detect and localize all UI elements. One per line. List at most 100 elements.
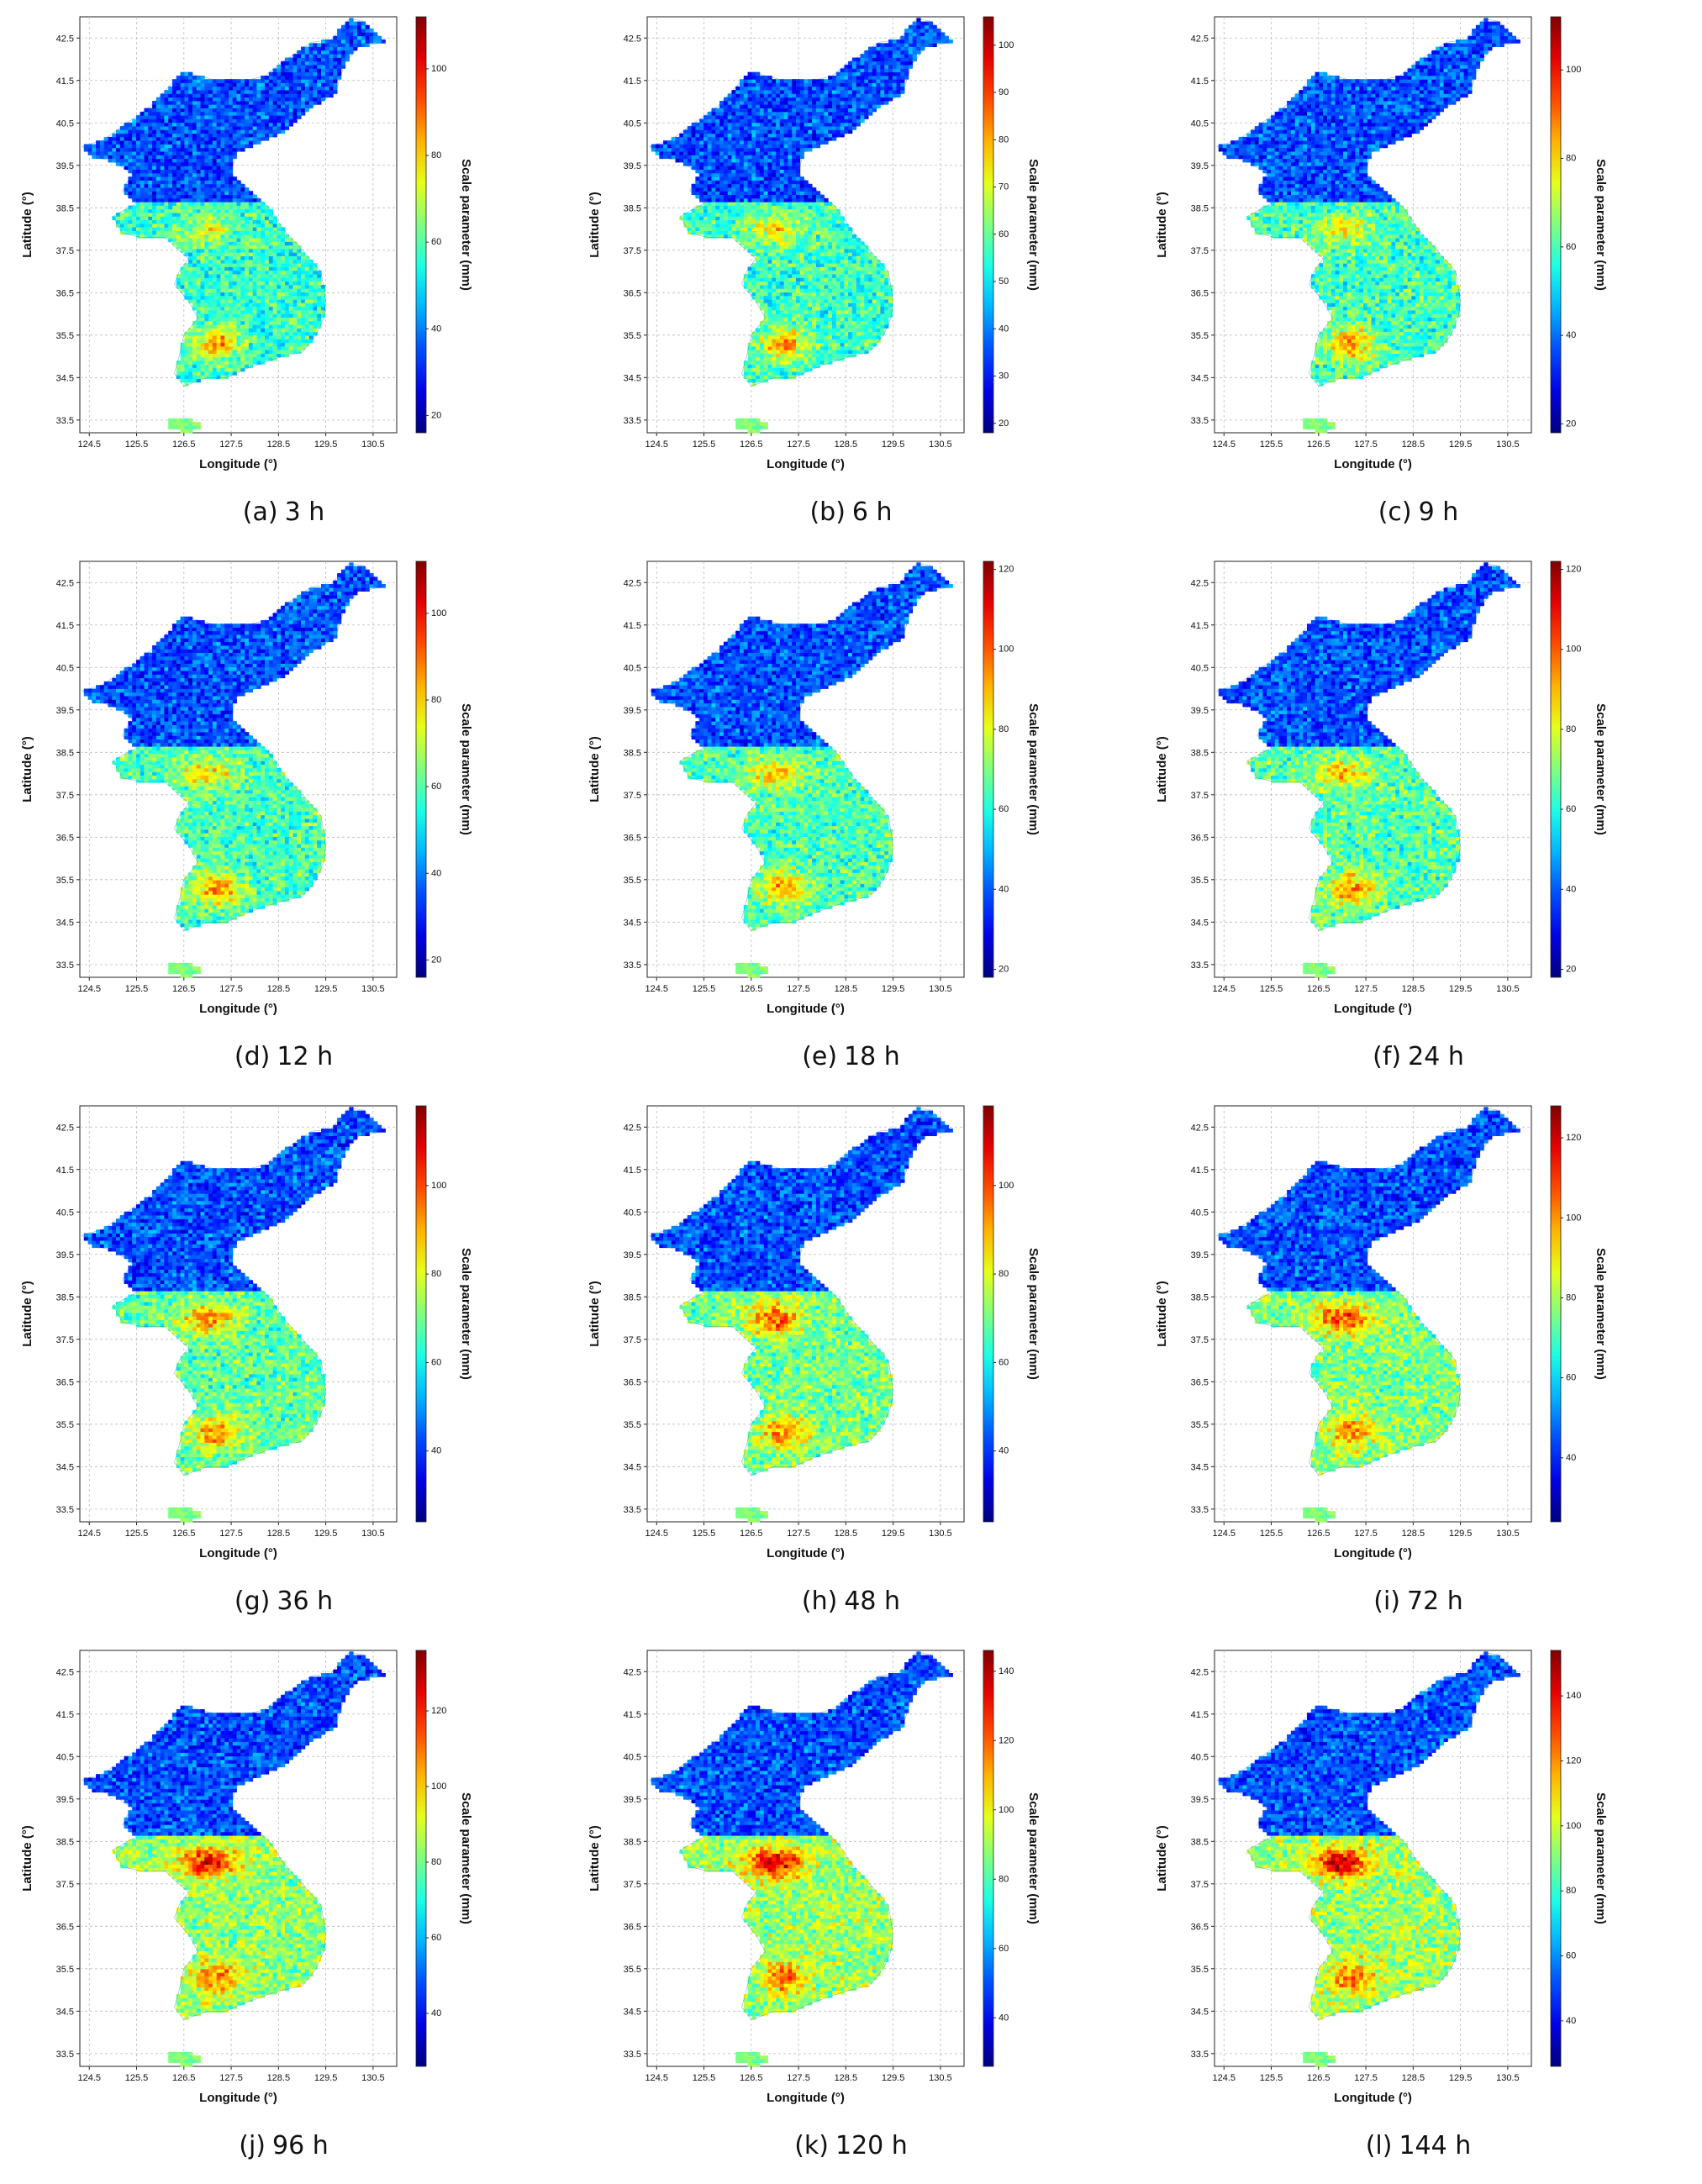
colorbar-tick-label: 20 xyxy=(431,955,441,965)
colorbar-tick-label: 60 xyxy=(1566,242,1576,252)
x-tick-label: 127.5 xyxy=(1354,1529,1378,1539)
y-tick-label: 42.5 xyxy=(1191,578,1209,588)
x-axis-label: Longitude (°) xyxy=(1334,457,1412,471)
map-panel: 124.5 125.5 126.5 127.5 128.5 129.5 130.5 33.5 3… xyxy=(1135,1089,1702,1634)
land-outline xyxy=(649,1652,953,2020)
x-tick-label: 124.5 xyxy=(1212,2073,1236,2083)
colorbar-tick-label: 40 xyxy=(1566,330,1576,340)
y-axis-label: Latitude (°) xyxy=(20,736,34,803)
map-panel: 124.5 125.5 126.5 127.5 128.5 129.5 130.5 33.5 3… xyxy=(567,0,1135,545)
x-tick-label: 126.5 xyxy=(1307,439,1331,450)
x-tick-label: 127.5 xyxy=(219,439,243,450)
panel-duration: 6 h xyxy=(852,497,893,527)
panel-duration: 72 h xyxy=(1407,1587,1463,1616)
y-tick-label: 41.5 xyxy=(56,76,74,87)
x-tick-label: 125.5 xyxy=(125,439,149,450)
y-tick-label: 34.5 xyxy=(1191,373,1209,383)
y-tick-label: 40.5 xyxy=(1191,1208,1209,1218)
y-tick-label: 40.5 xyxy=(56,1752,74,1762)
x-tick-label: 128.5 xyxy=(267,984,291,994)
land-outline xyxy=(82,563,386,931)
map-panel: 124.5 125.5 126.5 127.5 128.5 129.5 130.5 33.5 3… xyxy=(567,545,1135,1089)
panel-caption: (a) 3 h xyxy=(0,497,567,527)
colorbar-label: Scale parameter (mm) xyxy=(1594,159,1608,291)
panel-label: (i) xyxy=(1373,1587,1400,1616)
colorbar-tick-label: 100 xyxy=(999,1181,1014,1191)
x-tick-label: 124.5 xyxy=(77,1529,101,1539)
map-plot: 124.5 125.5 126.5 127.5 128.5 129.5 130.5 33.5 3… xyxy=(588,16,1041,471)
colorbar-tick-label: 50 xyxy=(999,276,1009,287)
y-tick-label: 34.5 xyxy=(56,918,74,928)
scale-parameter-raster xyxy=(1218,562,1520,978)
y-tick-label: 37.5 xyxy=(56,1880,74,1890)
x-tick-label: 126.5 xyxy=(740,439,763,450)
x-tick-label: 126.5 xyxy=(740,2073,763,2083)
panel-caption: (d) 12 h xyxy=(0,1042,567,1071)
y-tick-label: 36.5 xyxy=(1191,288,1209,298)
panel-duration: 36 h xyxy=(277,1587,333,1616)
y-axis-label: Latitude (°) xyxy=(1155,736,1169,803)
colorbar xyxy=(1550,1650,1562,2067)
colorbar-tick-label: 120 xyxy=(999,1735,1014,1745)
y-tick-label: 36.5 xyxy=(624,288,641,298)
y-tick-label: 38.5 xyxy=(624,748,641,758)
y-tick-label: 35.5 xyxy=(56,876,74,886)
colorbar-label: Scale parameter (mm) xyxy=(459,1248,473,1380)
colorbar-tick-label: 20 xyxy=(1566,418,1576,429)
y-tick-label: 37.5 xyxy=(1191,246,1209,256)
x-tick-label: 127.5 xyxy=(787,1529,810,1539)
y-axis-label: Latitude (°) xyxy=(588,1825,602,1892)
x-tick-label: 126.5 xyxy=(1307,984,1331,994)
x-tick-label: 130.5 xyxy=(929,2073,952,2083)
y-tick-label: 33.5 xyxy=(624,960,641,971)
map-plot: 124.5 125.5 126.5 127.5 128.5 129.5 130.5 33.5 3… xyxy=(20,560,473,1016)
y-tick-label: 36.5 xyxy=(1191,833,1209,843)
colorbar-tick-label: 80 xyxy=(431,1269,441,1279)
x-tick-label: 128.5 xyxy=(267,439,291,450)
y-axis-label: Latitude (°) xyxy=(20,1825,34,1892)
x-tick-label: 130.5 xyxy=(1496,1529,1520,1539)
x-tick-label: 129.5 xyxy=(314,1529,338,1539)
colorbar-label: Scale parameter (mm) xyxy=(1026,703,1041,835)
x-tick-label: 124.5 xyxy=(77,2073,101,2083)
y-tick-label: 37.5 xyxy=(1191,1335,1209,1345)
panel-caption: (c) 9 h xyxy=(1135,497,1702,527)
x-tick-label: 129.5 xyxy=(314,984,338,994)
land-outline xyxy=(82,1652,386,2020)
y-tick-label: 33.5 xyxy=(624,1505,641,1515)
x-tick-label: 129.5 xyxy=(882,1529,905,1539)
x-tick-label: 127.5 xyxy=(219,2073,243,2083)
x-axis-label: Longitude (°) xyxy=(199,1002,277,1016)
y-tick-label: 38.5 xyxy=(56,748,74,758)
x-tick-label: 128.5 xyxy=(835,1529,858,1539)
y-tick-label: 34.5 xyxy=(1191,1462,1209,1472)
x-tick-label: 124.5 xyxy=(645,984,668,994)
x-tick-label: 129.5 xyxy=(314,439,338,450)
y-tick-label: 40.5 xyxy=(1191,663,1209,673)
x-tick-label: 130.5 xyxy=(1496,2073,1520,2083)
y-tick-label: 38.5 xyxy=(56,203,74,213)
y-tick-label: 33.5 xyxy=(624,416,641,426)
x-tick-label: 126.5 xyxy=(1307,1529,1331,1539)
y-tick-label: 33.5 xyxy=(1191,416,1209,426)
colorbar-tick-label: 70 xyxy=(999,182,1009,192)
y-axis-label: Latitude (°) xyxy=(20,192,34,258)
colorbar-tick-label: 60 xyxy=(999,229,1009,239)
y-axis-label: Latitude (°) xyxy=(20,1281,34,1347)
y-tick-label: 36.5 xyxy=(624,1377,641,1387)
colorbar-tick-label: 100 xyxy=(1566,65,1581,75)
y-tick-label: 38.5 xyxy=(1191,748,1209,758)
y-tick-label: 37.5 xyxy=(1191,1880,1209,1890)
panel-caption: (g) 36 h xyxy=(0,1587,567,1616)
x-axis-label: Longitude (°) xyxy=(199,2091,277,2105)
map-plot: 124.5 125.5 126.5 127.5 128.5 129.5 130.5 33.5 3… xyxy=(588,560,1041,1016)
land-outline xyxy=(82,18,386,387)
map-panel: 124.5 125.5 126.5 127.5 128.5 129.5 130.5 33.5 3… xyxy=(1135,0,1702,545)
y-tick-label: 35.5 xyxy=(56,1420,74,1430)
panel-label: (f) xyxy=(1373,1042,1401,1071)
scale-parameter-raster xyxy=(83,18,386,434)
scale-parameter-raster xyxy=(651,18,953,434)
land-outline xyxy=(1216,18,1520,387)
colorbar xyxy=(1550,16,1562,434)
